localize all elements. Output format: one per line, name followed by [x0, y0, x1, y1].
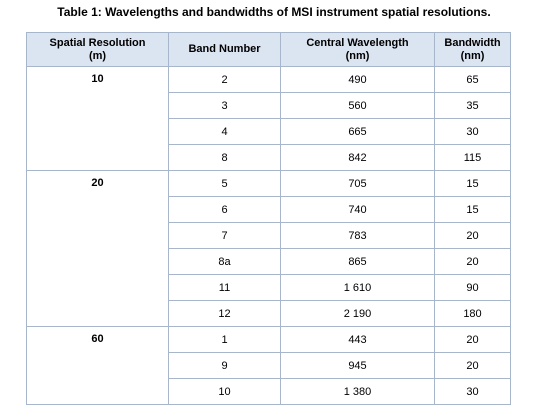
- central-wavelength-cell: 865: [280, 248, 435, 275]
- central-wavelength-cell: 665: [280, 118, 435, 145]
- band-number-cell: 10: [168, 378, 281, 405]
- bandwidth-cell: 65: [434, 66, 511, 93]
- header-central-wavelength: Central Wavelength (nm): [280, 32, 435, 67]
- band-number-cell: 11: [168, 274, 281, 301]
- band-number-cell: 9: [168, 352, 281, 379]
- bandwidth-cell: 20: [434, 248, 511, 275]
- spatial-resolution-cell: 10: [26, 66, 169, 171]
- central-wavelength-cell: 2 190: [280, 300, 435, 327]
- table-header: Spatial Resolution (m) Band Number Centra…: [26, 32, 511, 67]
- central-wavelength-cell: 443: [280, 326, 435, 353]
- bandwidth-cell: 35: [434, 92, 511, 119]
- central-wavelength-cell: 740: [280, 196, 435, 223]
- band-number-cell: 5: [168, 170, 281, 197]
- msi-bands-table: Spatial Resolution (m) Band Number Centra…: [26, 32, 511, 405]
- table-row: 60 1 443 20: [26, 326, 511, 405]
- header-spatial-resolution-line2: (m): [88, 49, 107, 62]
- band-number-cell: 6: [168, 196, 281, 223]
- band-number-cell: 12: [168, 300, 281, 327]
- table-row: 10 1 380 30: [27, 378, 511, 405]
- table-row: 10 2 490 65: [26, 66, 511, 171]
- central-wavelength-cell: 705: [280, 170, 435, 197]
- bandwidth-cell: 20: [434, 352, 511, 379]
- header-row: Spatial Resolution (m) Band Number Centra…: [26, 32, 511, 67]
- central-wavelength-cell: 490: [280, 66, 435, 93]
- bandwidth-cell: 115: [434, 144, 511, 171]
- table-caption: Table 1: Wavelengths and bandwidths of M…: [57, 5, 491, 19]
- central-wavelength-cell: 783: [280, 222, 435, 249]
- header-bandwidth: Bandwidth (nm): [434, 32, 511, 67]
- bandwidth-cell: 20: [434, 222, 511, 249]
- band-number-cell: 2: [168, 66, 281, 93]
- central-wavelength-cell: 560: [280, 92, 435, 119]
- bandwidth-cell: 30: [434, 378, 511, 405]
- bandwidth-cell: 15: [434, 196, 511, 223]
- header-spatial-resolution-line1: Spatial Resolution: [49, 36, 146, 49]
- table-row: 7 783 20: [27, 222, 511, 249]
- header-bandwidth-line2: (nm): [460, 49, 485, 62]
- table-row: 11 1 610 90: [27, 274, 511, 301]
- band-number-cell: 7: [168, 222, 281, 249]
- central-wavelength-cell: 1 380: [280, 378, 435, 405]
- central-wavelength-cell: 945: [280, 352, 435, 379]
- band-number-cell: 8a: [168, 248, 281, 275]
- table-row: 12 2 190 180: [27, 300, 511, 327]
- band-number-cell: 8: [168, 144, 281, 171]
- header-spatial-resolution: Spatial Resolution (m): [26, 32, 169, 67]
- spatial-resolution-cell: 20: [26, 170, 169, 327]
- table-row: 3 560 35: [27, 92, 511, 119]
- band-number-cell: 1: [168, 326, 281, 353]
- header-band-number: Band Number: [168, 32, 281, 67]
- bandwidth-cell: 90: [434, 274, 511, 301]
- table-row: 6 740 15: [27, 196, 511, 223]
- spatial-resolution-cell: 60: [26, 326, 169, 405]
- bandwidth-cell: 15: [434, 170, 511, 197]
- table-row: 9 945 20: [27, 352, 511, 379]
- band-number-cell: 3: [168, 92, 281, 119]
- table-row: 20 5 705 15: [26, 170, 511, 327]
- header-bandwidth-line1: Bandwidth: [444, 36, 501, 49]
- header-central-wavelength-line1: Central Wavelength: [306, 36, 409, 49]
- central-wavelength-cell: 1 610: [280, 274, 435, 301]
- band-number-cell: 4: [168, 118, 281, 145]
- header-central-wavelength-line2: (nm): [345, 49, 370, 62]
- central-wavelength-cell: 842: [280, 144, 435, 171]
- table-body: 10 2 490 65 3 560 35 4 665 30 8 842 115 …: [26, 66, 511, 405]
- bandwidth-cell: 20: [434, 326, 511, 353]
- bandwidth-cell: 180: [434, 300, 511, 327]
- bandwidth-cell: 30: [434, 118, 511, 145]
